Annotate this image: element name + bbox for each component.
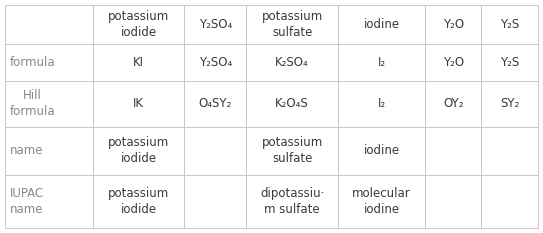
Bar — [5, 44, 93, 81]
Bar — [482, 175, 538, 228]
Text: Hill
formula: Hill formula — [10, 89, 55, 118]
Text: IK: IK — [133, 97, 144, 110]
Text: molecular
iodine: molecular iodine — [352, 187, 411, 216]
Text: SY₂: SY₂ — [500, 97, 519, 110]
Bar — [5, 81, 93, 127]
Bar — [93, 44, 185, 81]
Bar — [338, 5, 425, 44]
Text: potassium
iodide: potassium iodide — [108, 10, 169, 39]
Text: iodine: iodine — [364, 18, 400, 31]
Bar — [247, 127, 338, 175]
Bar — [5, 127, 93, 175]
Text: Y₂S: Y₂S — [500, 18, 519, 31]
Text: I₂: I₂ — [377, 97, 386, 110]
Bar — [338, 175, 425, 228]
Bar — [338, 127, 425, 175]
Bar — [482, 5, 538, 44]
Bar — [482, 127, 538, 175]
Text: Y₂O: Y₂O — [443, 56, 464, 69]
Bar — [425, 44, 482, 81]
Text: KI: KI — [133, 56, 144, 69]
Bar — [5, 5, 93, 44]
Bar — [338, 44, 425, 81]
Bar — [425, 127, 482, 175]
Text: potassium
iodide: potassium iodide — [108, 136, 169, 165]
Bar — [338, 81, 425, 127]
Bar — [482, 81, 538, 127]
Text: Y₂S: Y₂S — [500, 56, 519, 69]
Text: Y₂O: Y₂O — [443, 18, 464, 31]
Text: OY₂: OY₂ — [443, 97, 464, 110]
Text: potassium
sulfate: potassium sulfate — [262, 136, 323, 165]
Bar — [247, 81, 338, 127]
Bar — [185, 81, 247, 127]
Bar — [247, 44, 338, 81]
Text: potassium
iodide: potassium iodide — [108, 187, 169, 216]
Text: O₄SY₂: O₄SY₂ — [199, 97, 232, 110]
Bar — [93, 127, 185, 175]
Bar — [93, 5, 185, 44]
Bar — [247, 5, 338, 44]
Bar — [425, 5, 482, 44]
Bar — [482, 44, 538, 81]
Text: formula: formula — [10, 56, 55, 69]
Text: Y₂SO₄: Y₂SO₄ — [199, 56, 232, 69]
Bar — [185, 127, 247, 175]
Bar — [93, 175, 185, 228]
Text: IUPAC
name: IUPAC name — [10, 187, 44, 216]
Bar — [5, 175, 93, 228]
Text: Y₂SO₄: Y₂SO₄ — [199, 18, 232, 31]
Text: K₂SO₄: K₂SO₄ — [275, 56, 309, 69]
Bar — [185, 5, 247, 44]
Text: I₂: I₂ — [377, 56, 386, 69]
Text: K₂O₄S: K₂O₄S — [275, 97, 309, 110]
Text: dipotassiu·
m sulfate: dipotassiu· m sulfate — [260, 187, 324, 216]
Bar — [93, 81, 185, 127]
Bar — [247, 175, 338, 228]
Bar — [425, 175, 482, 228]
Bar — [185, 175, 247, 228]
Text: iodine: iodine — [364, 144, 400, 157]
Text: name: name — [10, 144, 43, 157]
Bar — [425, 81, 482, 127]
Bar — [185, 44, 247, 81]
Text: potassium
sulfate: potassium sulfate — [262, 10, 323, 39]
